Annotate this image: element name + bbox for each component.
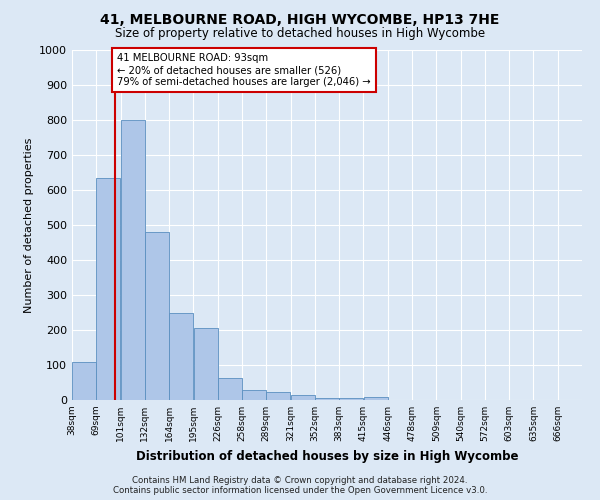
Bar xyxy=(266,392,290,400)
Bar xyxy=(218,378,242,400)
Bar xyxy=(145,232,169,400)
Bar xyxy=(169,312,193,400)
Bar xyxy=(339,398,364,400)
Bar xyxy=(315,398,339,400)
X-axis label: Distribution of detached houses by size in High Wycombe: Distribution of detached houses by size … xyxy=(136,450,518,462)
Text: Contains HM Land Registry data © Crown copyright and database right 2024.
Contai: Contains HM Land Registry data © Crown c… xyxy=(113,476,487,495)
Bar xyxy=(194,328,218,400)
Bar xyxy=(364,396,388,400)
Text: 41, MELBOURNE ROAD, HIGH WYCOMBE, HP13 7HE: 41, MELBOURNE ROAD, HIGH WYCOMBE, HP13 7… xyxy=(100,12,500,26)
Bar xyxy=(121,120,145,400)
Text: Size of property relative to detached houses in High Wycombe: Size of property relative to detached ho… xyxy=(115,28,485,40)
Bar xyxy=(97,178,121,400)
Bar xyxy=(72,362,96,400)
Y-axis label: Number of detached properties: Number of detached properties xyxy=(23,138,34,312)
Text: 41 MELBOURNE ROAD: 93sqm
← 20% of detached houses are smaller (526)
79% of semi-: 41 MELBOURNE ROAD: 93sqm ← 20% of detach… xyxy=(118,54,371,86)
Bar xyxy=(290,395,315,400)
Bar xyxy=(242,390,266,400)
